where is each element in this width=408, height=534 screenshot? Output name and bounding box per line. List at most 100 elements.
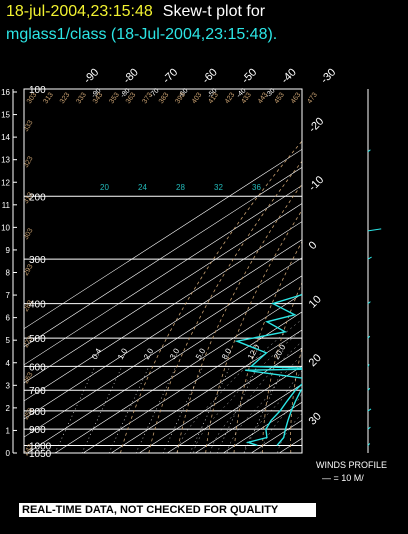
top-temperature-label: -70 <box>161 66 181 86</box>
mixing-ratio-label: 20.0 <box>272 343 288 361</box>
header-date: 18-jul-2004,23:15:48 <box>6 3 153 20</box>
height-km-label: 2 <box>6 404 11 413</box>
dry-adiabat <box>318 89 408 453</box>
winds-profile <box>367 89 382 453</box>
isotherm-line <box>55 293 302 453</box>
right-temperature-label: 30 <box>307 410 324 427</box>
height-km-label: 1 <box>6 426 11 435</box>
wind-barb <box>367 228 382 232</box>
wind-barb <box>367 149 371 153</box>
wind-barb <box>367 387 371 391</box>
dry-adiabat <box>262 281 302 453</box>
right-temperature-label: 10 <box>307 293 324 310</box>
mixing-ratio-line <box>189 366 231 453</box>
dry-adiabat <box>344 89 408 453</box>
pressure-label: 600 <box>29 362 46 373</box>
header-label: Skew-t plot for <box>162 3 266 20</box>
pressure-label: 400 <box>29 300 46 311</box>
mixing-ratio-label: 5.0 <box>194 346 208 361</box>
height-km-label: 14 <box>1 133 10 142</box>
wind-barb <box>367 256 372 260</box>
theta-label: 303 <box>23 227 35 241</box>
dry-adiabat <box>233 240 302 453</box>
winds-profile-label: WINDS PROFILE <box>316 460 388 470</box>
height-km-label: 10 <box>1 223 10 232</box>
wind-barb <box>367 426 371 430</box>
quality-disclaimer: REAL-TIME DATA, NOT CHECKED FOR QUALITY <box>19 503 316 517</box>
isotherm-line <box>24 185 302 366</box>
mixing-ratio-line <box>81 366 123 453</box>
height-km-label: 7 <box>6 291 11 300</box>
height-km-label: 9 <box>6 246 11 255</box>
right-temperature-label: 0 <box>307 239 320 252</box>
height-km-label: 0 <box>6 449 11 458</box>
pressure-label: 200 <box>29 192 46 203</box>
isotherm-line <box>24 239 302 420</box>
dry-adiabat-label: 423 <box>224 91 236 105</box>
dry-adiabat <box>395 89 408 453</box>
dry-adiabat-label: 333 <box>75 91 87 105</box>
pressure-label: 700 <box>29 386 46 397</box>
height-km-label: 16 <box>1 88 10 97</box>
right-temperature-label: 20 <box>307 352 324 369</box>
dry-adiabat <box>176 183 302 453</box>
pressure-label: 800 <box>29 407 46 418</box>
isotherm-line <box>251 419 302 453</box>
isotherm-line <box>223 401 302 453</box>
isotherm-line <box>167 365 302 453</box>
right-temperature-label: -10 <box>307 174 327 194</box>
pressure-label: 1000 <box>29 441 52 452</box>
dry-adiabat-label: 403 <box>191 91 203 105</box>
moist-adiabat <box>260 392 302 453</box>
pressure-label: 300 <box>29 255 46 266</box>
plot-frame <box>12 88 303 454</box>
isotherm-line <box>24 257 302 438</box>
dry-adiabat <box>370 89 408 453</box>
theta-e-label: 28 <box>176 183 185 192</box>
isotherm-line <box>335 89 408 453</box>
top-temperature-label: -90 <box>82 66 102 86</box>
pressure-label: 100 <box>29 85 46 96</box>
isotherm-line <box>307 89 408 453</box>
theta-label: 293 <box>23 263 35 277</box>
isotherm-line <box>83 311 302 453</box>
wind-barb <box>367 301 371 304</box>
height-km-label: 8 <box>6 269 11 278</box>
mixing-ratio-label: 2.0 <box>142 346 156 361</box>
chart-header: 18-jul-2004,23:15:48 Skew-t plot for <box>6 3 265 21</box>
dry-adiabat-label: 463 <box>290 91 302 105</box>
height-km-label: 12 <box>1 178 10 187</box>
moist-adiabat <box>210 341 302 453</box>
top-temperature-label: -60 <box>200 66 220 86</box>
theta-e-label: 36 <box>252 183 261 192</box>
theta-label: 313 <box>23 191 35 205</box>
axis-labels: 1615141312111098765432101002003004005006… <box>1 66 338 460</box>
height-km-label: 15 <box>1 111 10 120</box>
isotherm-line <box>279 437 302 453</box>
wind-barb <box>367 335 371 339</box>
height-km-label: 3 <box>6 381 11 390</box>
height-km-label: 4 <box>6 359 11 368</box>
pressure-label: 1050 <box>29 449 52 460</box>
wind-barb <box>367 408 372 412</box>
theta-label: 283 <box>23 299 35 313</box>
mixing-ratio-label: 3.0 <box>168 346 182 361</box>
mixing-ratio-line <box>108 366 150 453</box>
right-temperature-label: -20 <box>307 115 327 135</box>
wind-barb <box>367 364 370 367</box>
isotherm-line <box>139 347 302 453</box>
height-km-label: 6 <box>6 314 11 323</box>
isotherm-line <box>111 329 302 453</box>
moist-adiabat <box>226 354 302 453</box>
sounding-lines <box>234 293 302 447</box>
mixing-ratio-label: 8.0 <box>220 346 234 361</box>
isotherm-line <box>24 148 302 330</box>
height-km-label: 5 <box>6 336 11 345</box>
plot-border <box>23 88 303 454</box>
moist-adiabat <box>277 413 302 453</box>
dry-adiabat-label: 473 <box>306 91 318 105</box>
dry-adiabat <box>205 209 302 453</box>
